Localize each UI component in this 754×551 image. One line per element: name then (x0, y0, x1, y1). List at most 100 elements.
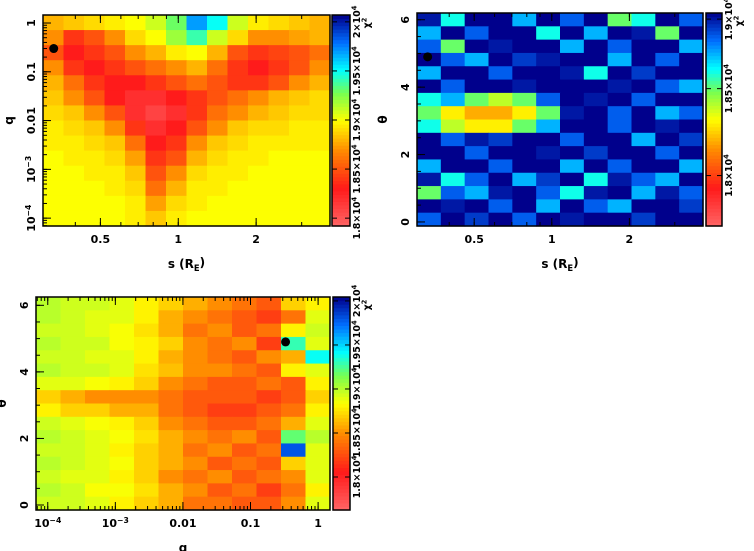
heatmap-cell (207, 403, 233, 418)
heatmap-cell (536, 132, 561, 147)
heatmap-cell (60, 323, 86, 338)
heatmap-cell (583, 26, 609, 41)
colorbar-segment (706, 41, 722, 46)
heatmap-cell (134, 310, 160, 325)
heatmap-cell (207, 416, 233, 431)
x-axis-title: q (179, 541, 188, 551)
heatmap-cell (134, 363, 160, 378)
heatmap-cell (289, 135, 311, 152)
heatmap-cell (227, 210, 249, 227)
heatmap-cell (256, 376, 282, 391)
heatmap-cell (289, 210, 311, 227)
heatmap-cell (256, 470, 282, 484)
colorbar-segment (706, 30, 722, 35)
heatmap-cell (607, 26, 633, 41)
heatmap-cell (207, 336, 233, 351)
heatmap-cell (36, 483, 62, 498)
heatmap-cell (125, 195, 147, 212)
colorbar-segment (332, 67, 350, 72)
heatmap-cell (256, 390, 282, 405)
colorbar-segment (706, 62, 722, 67)
colorbar-segment (333, 378, 350, 383)
heatmap-cell (309, 15, 331, 31)
heatmap-cell (85, 483, 111, 498)
colorbar-segment (706, 84, 722, 89)
heatmap-cell (417, 26, 442, 41)
heatmap-cell (125, 135, 147, 152)
heatmap-cell (560, 66, 585, 81)
heatmap-cell (158, 350, 184, 365)
colorbar-segment (333, 332, 350, 337)
heatmap-cell (166, 165, 188, 182)
heatmap-cell (183, 390, 209, 405)
heatmap-cell (536, 186, 561, 200)
best-fit-marker (423, 52, 433, 62)
heatmap-cell (309, 45, 331, 61)
heatmap-cell (512, 186, 537, 200)
heatmap-cell (36, 363, 62, 378)
colorbar-segment (706, 20, 722, 25)
heatmap-cell (43, 135, 65, 152)
colorbar-segment (333, 407, 350, 412)
heatmap-cell (186, 60, 208, 76)
heatmap-cell (85, 470, 111, 484)
heatmap-cell (417, 79, 442, 94)
colorbar-segment (333, 481, 350, 486)
heatmap-cell (232, 350, 258, 365)
colorbar-segment (706, 91, 722, 96)
heatmap-cell (63, 75, 85, 91)
heatmap-cell (248, 60, 270, 76)
heatmap-cell (227, 60, 249, 76)
heatmap-cell (560, 52, 585, 67)
colorbar-segment (706, 201, 722, 206)
heatmap-cell (488, 106, 513, 121)
colorbar-segment (332, 162, 350, 167)
colorbar-segment (706, 80, 722, 85)
colorbar-segment (706, 190, 722, 195)
heatmap-cell (227, 105, 249, 122)
heatmap-cell (248, 180, 270, 197)
heatmap-cell (84, 75, 106, 91)
heatmap-cell (488, 26, 513, 41)
heatmap-cell (440, 79, 466, 94)
colorbar-segment (333, 442, 350, 447)
heatmap-cell (85, 443, 111, 458)
heatmap-cell (655, 26, 680, 41)
heatmap-cell (289, 30, 311, 46)
y-tick-label: 4 (399, 83, 412, 91)
heatmap-cell (464, 92, 490, 107)
heatmap-cell (125, 15, 147, 31)
heatmap-cell (289, 45, 311, 61)
heatmap-cell (536, 26, 561, 41)
heatmap-cell (84, 180, 106, 197)
heatmap-cell (104, 30, 126, 46)
heatmap-cell (631, 132, 656, 147)
heatmap-cell (158, 403, 184, 418)
heatmap-cell (560, 186, 585, 200)
heatmap-cell (536, 92, 561, 107)
colorbar-segment (333, 499, 350, 504)
heatmap-cell (679, 146, 704, 161)
heatmap-cell (417, 186, 442, 200)
heatmap-cell (109, 456, 135, 471)
colorbar-segment (332, 85, 350, 90)
heatmap-cell (166, 90, 188, 107)
heatmap-cell (85, 456, 111, 471)
colorbar-segment (706, 59, 722, 64)
colorbar-segment (706, 155, 722, 160)
x-axis-title: s (RE​) (168, 256, 205, 273)
heatmap-cell (309, 165, 331, 182)
best-fit-marker (49, 44, 59, 54)
heatmap-cell (536, 159, 561, 174)
colorbar-segment (333, 449, 350, 454)
heatmap-cell (43, 195, 65, 212)
heatmap-cell (281, 496, 307, 511)
heatmap-cell (166, 60, 188, 76)
heatmap-cell (679, 39, 704, 54)
heatmap-cell (655, 13, 680, 27)
colorbar-segment (333, 492, 350, 497)
y-tick-label: 2 (18, 435, 31, 443)
heatmap-cell (232, 416, 258, 431)
heatmap-cell (232, 470, 258, 484)
heatmap-cell (281, 483, 307, 498)
